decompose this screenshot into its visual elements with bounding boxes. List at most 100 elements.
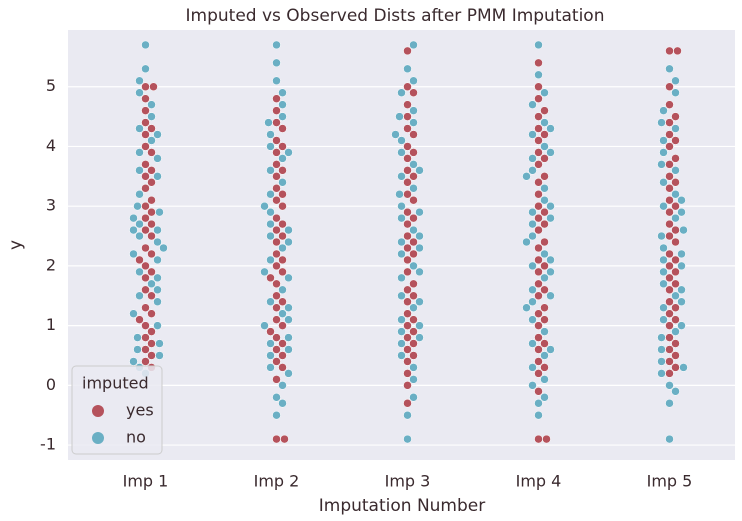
swarm-point: [415, 243, 424, 253]
swarm-point: [665, 184, 674, 193]
swarm-point: [522, 172, 531, 181]
y-tick-label: 0: [46, 375, 56, 394]
swarm-point: [264, 118, 273, 127]
swarm-point: [415, 231, 424, 241]
swarm-point: [397, 88, 406, 97]
swarm-point: [665, 249, 674, 259]
swarm-point: [665, 130, 674, 139]
swarm-point: [153, 237, 162, 247]
swarm-point: [534, 70, 543, 80]
swarm-point: [540, 249, 549, 259]
swarm-point: [278, 255, 287, 265]
swarm-point: [147, 166, 156, 175]
y-tick-label: 5: [46, 76, 56, 95]
swarm-point: [540, 375, 549, 384]
swarm-point: [147, 309, 156, 318]
swarm-point: [278, 178, 287, 187]
chart-title: Imputed vs Observed Dists after PMM Impu…: [186, 6, 605, 26]
swarm-point: [534, 213, 543, 223]
swarm-point: [403, 434, 412, 444]
swarm-point: [409, 303, 418, 312]
swarm-point: [659, 201, 668, 211]
swarm-point: [677, 249, 686, 259]
swarm-point: [397, 213, 406, 223]
swarm-point: [278, 351, 287, 360]
swarm-point: [534, 178, 543, 187]
swarm-point: [657, 118, 666, 127]
swarm-point: [135, 88, 144, 97]
swarm-point: [540, 285, 549, 295]
swarm-point: [272, 434, 281, 444]
legend-box: [71, 365, 163, 455]
swarm-point: [679, 225, 688, 235]
swarm-point: [665, 160, 674, 169]
swarm-point: [141, 82, 150, 91]
swarm-point: [395, 189, 404, 199]
swarm-point: [677, 321, 686, 330]
swarm-point: [671, 166, 680, 175]
swarm-point: [677, 297, 686, 306]
swarm-point: [415, 333, 424, 342]
swarm-point: [272, 279, 281, 289]
swarm-point: [415, 321, 424, 330]
swarm-point: [397, 249, 406, 259]
swarm-point: [155, 207, 164, 217]
swarm-point: [403, 381, 412, 390]
swarm-point: [278, 166, 287, 175]
swarm-point: [546, 201, 555, 211]
swarm-point: [147, 231, 156, 241]
swarm-point: [147, 267, 156, 277]
swarm-point: [129, 357, 138, 366]
swarm-point: [266, 142, 275, 151]
swarm-point: [278, 297, 287, 306]
swarm-point: [671, 201, 680, 211]
swarm-point: [135, 255, 144, 265]
swarm-point: [278, 201, 287, 211]
swarm-point: [409, 130, 418, 139]
swarm-point: [141, 213, 150, 223]
swarm-point: [278, 309, 287, 318]
swarm-point: [665, 285, 674, 295]
swarm-point: [129, 225, 138, 235]
swarm-point: [671, 255, 680, 265]
swarm-point: [528, 363, 537, 372]
swarm-point: [409, 249, 418, 259]
legend: imputed yes no: [71, 365, 163, 455]
swarm-point: [528, 285, 537, 295]
swarm-point: [528, 219, 537, 229]
swarm-point: [671, 237, 680, 247]
swarm-point: [278, 231, 287, 241]
swarm-point: [534, 94, 543, 103]
y-tick-label: 3: [46, 196, 56, 215]
swarm-point: [671, 315, 680, 324]
swarm-point: [272, 237, 281, 247]
swarm-point: [546, 345, 555, 354]
swarm-point: [671, 136, 680, 145]
swarm-point: [671, 339, 680, 348]
swarm-point: [397, 327, 406, 336]
swarm-point: [147, 279, 156, 289]
swarm-point: [540, 184, 549, 193]
swarm-point: [528, 381, 537, 390]
swarm-point: [528, 130, 537, 139]
swarm-point: [284, 333, 293, 342]
swarm-point: [272, 375, 281, 384]
legend-marker: [92, 432, 104, 444]
swarm-point: [534, 201, 543, 211]
swarm-point: [278, 88, 287, 97]
swarm-point: [409, 118, 418, 127]
swarm-point: [141, 345, 150, 354]
swarm-point: [665, 231, 674, 241]
y-axis-label: y: [6, 240, 26, 250]
swarm-point: [542, 434, 551, 444]
swarm-point: [135, 291, 144, 301]
swarm-point: [540, 273, 549, 283]
swarm-point: [409, 160, 418, 169]
swarm-point: [665, 321, 674, 330]
swarm-point: [395, 112, 404, 121]
swarm-point: [528, 154, 537, 163]
swarm-point: [528, 100, 537, 109]
swarm-point: [657, 369, 666, 378]
swarm-point: [149, 82, 158, 91]
swarm-point: [528, 297, 537, 306]
